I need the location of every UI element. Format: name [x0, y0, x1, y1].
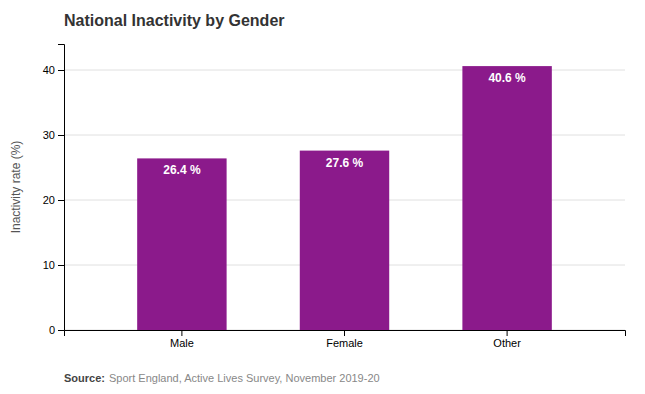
y-axis-line [58, 45, 65, 331]
x-tick-mark [507, 330, 508, 336]
y-tick-mark [58, 330, 64, 331]
data-labels: 26.4 % 27.6 % 40.6 % [163, 71, 526, 177]
y-tick-mark [58, 135, 64, 136]
bar [300, 151, 389, 330]
data-label: 27.6 % [326, 156, 364, 170]
y-tick-label: 0 [49, 324, 55, 336]
y-tick-label: 10 [43, 259, 55, 271]
x-tick-label: Male [170, 337, 194, 349]
y-tick-label: 30 [43, 129, 55, 141]
y-tick-mark [58, 200, 64, 201]
x-tick: Male [170, 330, 194, 349]
y-tick-mark [58, 70, 64, 71]
x-tick-label: Female [326, 337, 363, 349]
x-tick-label: Other [493, 337, 521, 349]
y-tick: 20 [43, 194, 64, 206]
y-tick: 30 [43, 129, 64, 141]
data-label: 40.6 % [488, 71, 526, 85]
bar [137, 158, 226, 330]
y-tick: 10 [43, 259, 64, 271]
y-tick: 0 [49, 324, 64, 336]
x-tick: Other [493, 330, 521, 349]
y-tick-label: 20 [43, 194, 55, 206]
chart-container: National Inactivity by Gender 26.4 % 27.6 … [0, 0, 645, 394]
data-label: 26.4 % [163, 163, 201, 177]
y-axis-title: Inactivity rate (%) [9, 141, 23, 234]
x-axis: Male Female Other [65, 330, 626, 349]
x-tick-mark [344, 330, 345, 336]
y-tick-label: 40 [43, 64, 55, 76]
y-tick: 40 [43, 64, 64, 76]
annotation: Sport England, Active Lives Survey, Nove… [109, 372, 380, 384]
y-tick-mark [58, 265, 64, 266]
x-tick: Female [326, 330, 363, 349]
y-axis: 0 10 20 30 40 [43, 45, 65, 337]
title: National Inactivity by Gender [64, 12, 285, 29]
bars [137, 66, 552, 330]
bar [462, 66, 551, 330]
x-tick-mark [181, 330, 182, 336]
annotation: Source: [64, 372, 105, 384]
chart-svg: National Inactivity by Gender 26.4 % 27.6 … [0, 0, 645, 394]
x-axis-line [65, 331, 626, 337]
